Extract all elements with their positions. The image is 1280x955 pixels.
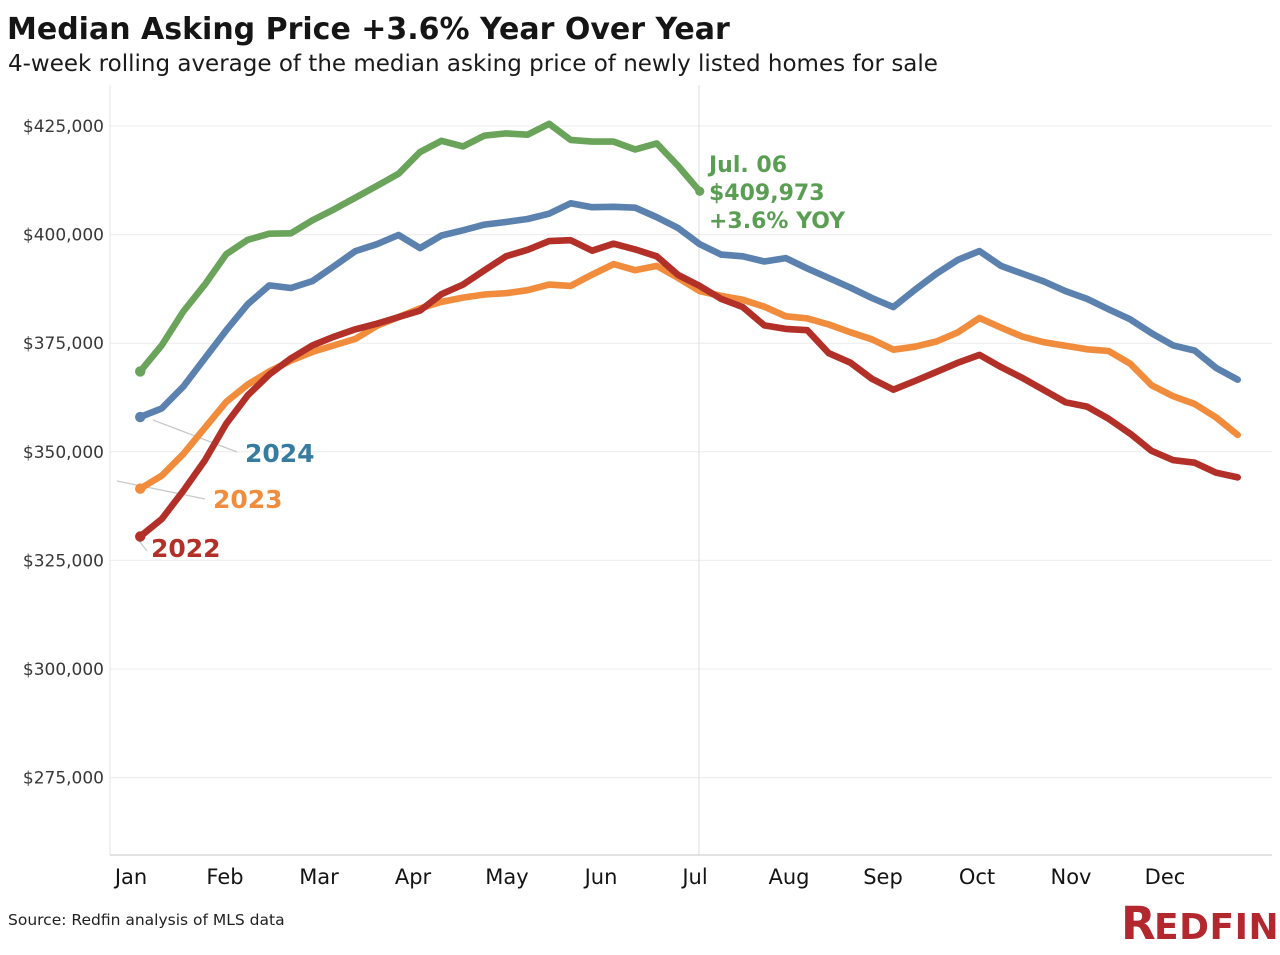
annotation-price: $409,973: [709, 181, 825, 206]
series-line-2025: [136, 120, 704, 375]
series-line-2022: [136, 236, 1241, 540]
x-tick-label-oct: Oct: [959, 865, 995, 889]
series-start-dot-2024: [135, 411, 146, 423]
chart-subtitle: 4-week rolling average of the median ask…: [8, 51, 938, 77]
x-tick-label-mar: Mar: [299, 865, 339, 889]
x-tick-label-jul: Jul: [680, 865, 707, 889]
chart-title: Median Asking Price +3.6% Year Over Year: [7, 12, 730, 47]
series-start-dot-2022: [135, 531, 146, 542]
x-tick-label-nov: Nov: [1051, 865, 1092, 889]
x-tick-label-apr: Apr: [395, 865, 432, 889]
series-layer: [136, 120, 1241, 540]
y-tick-label: $400,000: [23, 226, 104, 246]
y-tick-label: $375,000: [23, 334, 104, 354]
grid-layer: $425,000 $400,000 $375,000 $350,000 $325,000…: [23, 85, 1272, 889]
series-start-dot-2025: [135, 366, 146, 377]
source-note: Source: Redfin analysis of MLS data: [8, 911, 285, 929]
x-tick-label-may: May: [485, 865, 528, 889]
leader-line-2023: [116, 480, 206, 500]
series-start-dot-2023: [135, 483, 146, 494]
x-tick-label-dec: Dec: [1145, 865, 1186, 889]
series-label-2022: 2022: [151, 534, 221, 563]
series-line-2023: [136, 260, 1241, 493]
dots-layer: [135, 186, 705, 542]
redfin-logo: R EDFIN: [1121, 897, 1279, 950]
series-end-dot-2025: [695, 186, 705, 196]
y-tick-label: $275,000: [23, 769, 104, 789]
redfin-logo-rest: EDFIN: [1154, 907, 1279, 948]
series-label-2024: 2024: [245, 439, 315, 468]
series-label-2023: 2023: [213, 485, 283, 514]
y-tick-label: $325,000: [23, 551, 104, 571]
y-tick-label: $350,000: [23, 443, 104, 463]
y-tick-label: $300,000: [23, 660, 104, 680]
annotation-yoy: +3.6% YOY: [709, 209, 846, 234]
redfin-logo-initial: R: [1121, 897, 1156, 950]
x-tick-label-jan: Jan: [113, 865, 147, 889]
x-tick-label-feb: Feb: [206, 865, 243, 889]
x-tick-label-jun: Jun: [583, 865, 618, 889]
series-line-2024: [136, 200, 1241, 421]
x-tick-label-aug: Aug: [768, 865, 809, 889]
x-tick-label-sep: Sep: [863, 865, 903, 889]
y-tick-label: $425,000: [23, 117, 104, 137]
annotation-date: Jul. 06: [707, 153, 787, 178]
